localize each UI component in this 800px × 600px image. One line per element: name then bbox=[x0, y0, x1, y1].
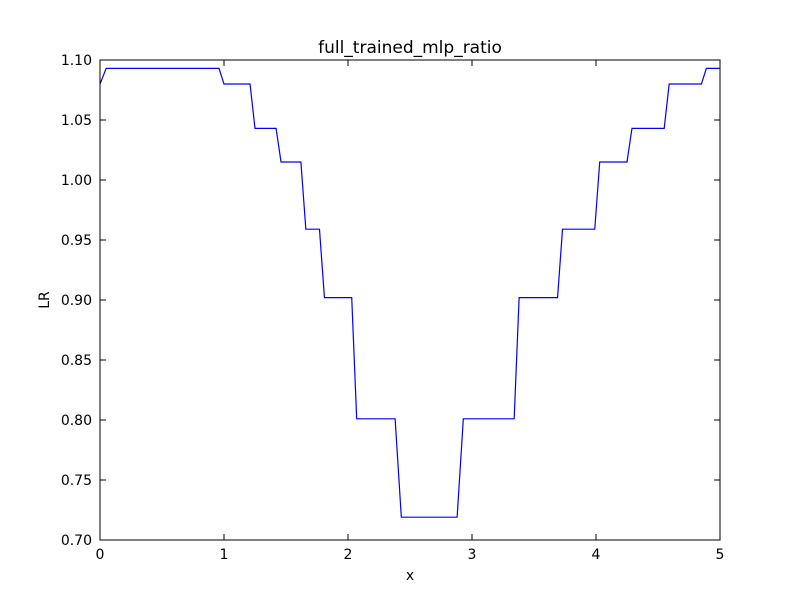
y-tick-label: 1.00 bbox=[61, 173, 92, 189]
y-tick-label: 1.05 bbox=[61, 113, 92, 129]
plot-area bbox=[99, 67, 720, 518]
y-axis-ticks: 0.70 0.75 0.80 0.85 0.90 0.95 1.00 1.05 1.10 bbox=[61, 53, 720, 549]
y-tick-label: 0.75 bbox=[61, 473, 92, 489]
x-tick-label: 5 bbox=[716, 547, 725, 563]
x-tick-label: 0 bbox=[96, 547, 105, 563]
y-tick-label: 1.10 bbox=[61, 53, 92, 69]
y-tick-label: 0.70 bbox=[61, 533, 92, 549]
y-tick-label: 0.80 bbox=[61, 413, 92, 429]
series-line bbox=[99, 67, 720, 518]
y-tick-label: 0.95 bbox=[61, 233, 92, 249]
y-axis-label: LR bbox=[37, 291, 53, 309]
x-tick-label: 4 bbox=[592, 547, 601, 563]
x-tick-label: 1 bbox=[220, 547, 229, 563]
x-axis-ticks: 0 1 2 3 4 5 bbox=[96, 60, 725, 563]
chart-title: full_trained_mlp_ratio bbox=[318, 38, 502, 58]
x-tick-label: 2 bbox=[344, 547, 353, 563]
y-tick-label: 0.85 bbox=[61, 353, 92, 369]
x-tick-label: 3 bbox=[468, 547, 477, 563]
x-axis-label: x bbox=[406, 568, 414, 584]
y-tick-label: 0.90 bbox=[61, 293, 92, 309]
